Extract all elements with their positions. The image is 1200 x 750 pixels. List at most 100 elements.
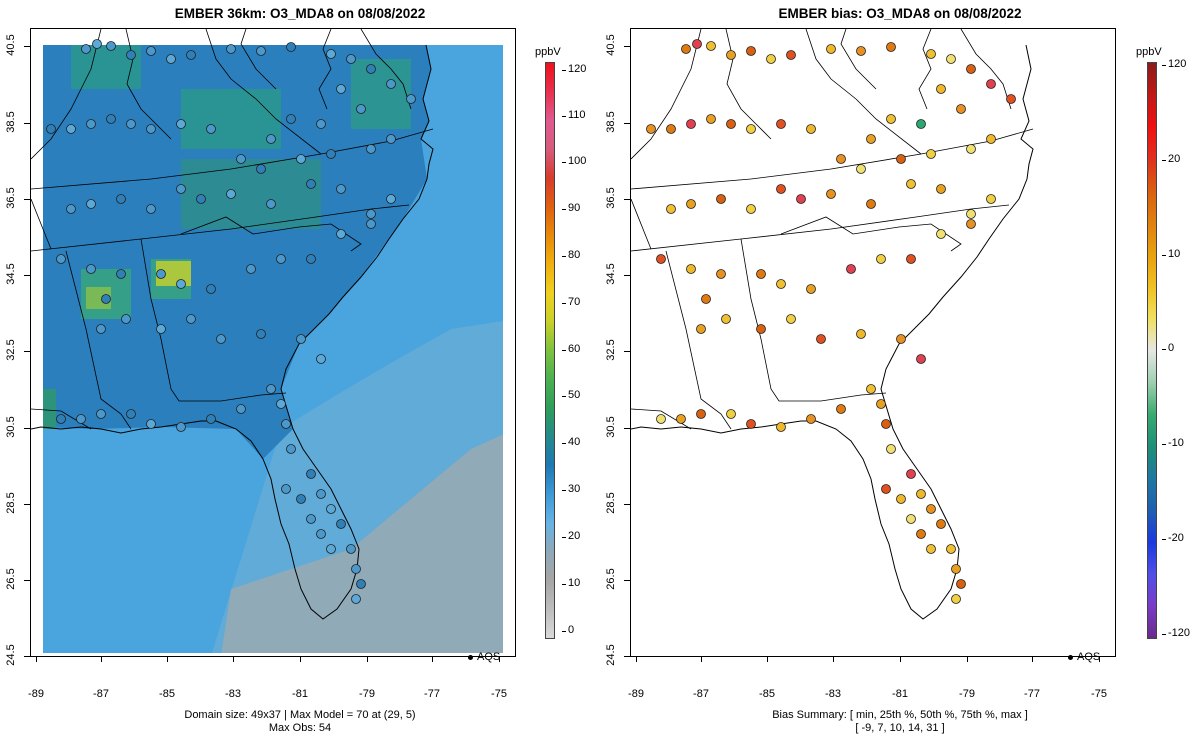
y-tick bbox=[24, 46, 30, 47]
aqs-station-marker bbox=[386, 79, 396, 89]
aqs-station-marker bbox=[746, 419, 756, 429]
y-tick-label: 34.5 bbox=[605, 263, 617, 285]
aqs-station-marker bbox=[986, 194, 996, 204]
bias-legend-label: AQS bbox=[1077, 651, 1101, 663]
y-tick-label: 38.5 bbox=[605, 111, 617, 133]
aqs-station-marker bbox=[226, 189, 236, 199]
aqs-station-marker bbox=[116, 269, 126, 279]
state-border bbox=[65, 250, 132, 430]
aqs-station-marker bbox=[866, 384, 876, 394]
x-tick bbox=[1032, 656, 1033, 662]
colorbar-tick-label: 20 bbox=[568, 530, 581, 542]
state-border bbox=[31, 128, 434, 190]
aqs-marker-icon bbox=[468, 654, 473, 660]
model-map bbox=[30, 28, 516, 657]
colorbar-tick-label: 120 bbox=[1168, 58, 1187, 70]
colorbar-tick bbox=[562, 443, 566, 444]
aqs-station-marker bbox=[826, 189, 836, 199]
colorbar-tick bbox=[562, 303, 566, 304]
colorbar-tick-label: 0 bbox=[1168, 342, 1175, 354]
state-border bbox=[240, 29, 277, 90]
aqs-station-marker bbox=[186, 314, 196, 324]
y-tick-label: 34.5 bbox=[5, 263, 17, 285]
aqs-station-marker bbox=[936, 84, 946, 94]
aqs-station-marker bbox=[946, 54, 956, 64]
aqs-station-marker bbox=[726, 409, 736, 419]
aqs-station-marker bbox=[646, 124, 656, 134]
aqs-station-marker bbox=[316, 119, 326, 129]
ozone-hotspot bbox=[181, 89, 281, 149]
aqs-station-marker bbox=[366, 219, 376, 229]
x-tick bbox=[36, 656, 37, 662]
y-tick-label: 24.5 bbox=[5, 644, 17, 666]
colorbar-tick-label: 10 bbox=[568, 577, 581, 589]
x-tick bbox=[1099, 656, 1100, 662]
aqs-station-marker bbox=[721, 314, 731, 324]
aqs-station-marker bbox=[256, 329, 266, 339]
aqs-station-marker bbox=[926, 544, 936, 554]
aqs-station-marker bbox=[686, 119, 696, 129]
y-tick-label: 36.5 bbox=[605, 187, 617, 209]
x-tick-label: -89 bbox=[628, 688, 644, 700]
aqs-station-marker bbox=[696, 409, 706, 419]
aqs-station-marker bbox=[56, 254, 66, 264]
aqs-station-marker bbox=[826, 44, 836, 54]
colorbar-tick-label: 0 bbox=[568, 624, 575, 636]
colorbar-tick bbox=[1162, 160, 1166, 161]
aqs-station-marker bbox=[116, 194, 126, 204]
colorbar-tick-label: -120 bbox=[1168, 627, 1191, 639]
aqs-station-marker bbox=[66, 124, 76, 134]
aqs-station-marker bbox=[366, 144, 376, 154]
aqs-station-marker bbox=[951, 594, 961, 604]
aqs-station-marker bbox=[966, 64, 976, 74]
aqs-station-marker bbox=[1006, 94, 1016, 104]
x-tick-label: -77 bbox=[1024, 688, 1040, 700]
aqs-station-marker bbox=[936, 229, 946, 239]
aqs-station-marker bbox=[121, 314, 131, 324]
x-tick bbox=[701, 656, 702, 662]
x-tick-label: -83 bbox=[825, 688, 841, 700]
aqs-station-marker bbox=[896, 334, 906, 344]
y-tick-label: 38.5 bbox=[5, 111, 17, 133]
colorbar-tick-label: 120 bbox=[568, 63, 587, 75]
aqs-station-marker bbox=[351, 564, 361, 574]
y-tick bbox=[24, 428, 30, 429]
x-tick bbox=[233, 656, 234, 662]
aqs-station-marker bbox=[966, 144, 976, 154]
aqs-station-marker bbox=[281, 484, 291, 494]
model-colorbar-unit: ppbV bbox=[535, 46, 561, 58]
aqs-station-marker bbox=[281, 419, 291, 429]
aqs-station-marker bbox=[692, 39, 702, 49]
x-tick bbox=[767, 656, 768, 662]
x-tick-label: -87 bbox=[693, 688, 709, 700]
aqs-station-marker bbox=[946, 544, 956, 554]
aqs-station-marker bbox=[896, 154, 906, 164]
y-tick bbox=[624, 123, 630, 124]
model-panel: EMBER 36km: O3_MDA8 on 08/08/2022 ppbV 0… bbox=[5, 6, 587, 734]
aqs-station-marker bbox=[906, 514, 916, 524]
aqs-station-marker bbox=[936, 184, 946, 194]
y-tick bbox=[624, 275, 630, 276]
bias-footer-values: [ -9, 7, 10, 14, 31 ] bbox=[855, 722, 945, 734]
y-tick-label: 32.5 bbox=[5, 339, 17, 361]
y-tick bbox=[24, 351, 30, 352]
y-tick-label: 30.5 bbox=[5, 416, 17, 438]
aqs-station-marker bbox=[166, 54, 176, 64]
aqs-station-marker bbox=[296, 334, 306, 344]
aqs-station-marker bbox=[866, 134, 876, 144]
aqs-station-marker bbox=[786, 314, 796, 324]
aqs-station-marker bbox=[266, 199, 276, 209]
colorbar-tick bbox=[1162, 255, 1166, 256]
x-tick-label: -75 bbox=[1091, 688, 1107, 700]
aqs-station-marker bbox=[846, 264, 856, 274]
aqs-station-marker bbox=[146, 204, 156, 214]
aqs-station-marker bbox=[836, 404, 846, 414]
ozone-hotspot bbox=[351, 59, 411, 129]
state-border bbox=[31, 198, 52, 250]
aqs-station-marker bbox=[92, 39, 102, 49]
aqs-station-marker bbox=[266, 134, 276, 144]
y-tick bbox=[624, 656, 630, 657]
aqs-station-marker bbox=[806, 124, 816, 134]
aqs-station-marker bbox=[776, 422, 786, 432]
bias-map-canvas bbox=[631, 29, 1034, 620]
